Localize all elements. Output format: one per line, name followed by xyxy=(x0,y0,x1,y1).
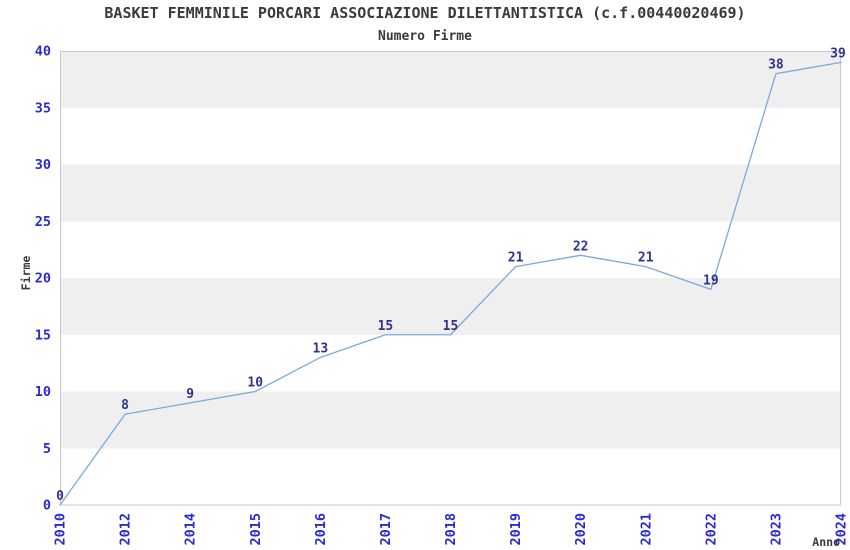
series-line-group xyxy=(59,61,842,506)
data-label: 38 xyxy=(768,58,784,73)
x-tick-label: 2019 xyxy=(508,513,524,546)
x-tick-label: 2020 xyxy=(573,513,589,546)
data-label: 21 xyxy=(508,251,524,266)
x-tick-label: 2014 xyxy=(183,513,199,546)
data-label: 10 xyxy=(247,376,263,391)
plot-band xyxy=(60,391,841,449)
y-axis-tick-labels: 0 5 10 15 20 25 30 35 40 xyxy=(35,44,51,514)
data-point-labels: 0 8 9 10 13 15 15 21 22 21 19 38 39 xyxy=(56,46,846,504)
data-label: 15 xyxy=(378,319,394,334)
chart-title: BASKET FEMMINILE PORCARI ASSOCIAZIONE DI… xyxy=(104,4,745,22)
x-tick-label: 2015 xyxy=(248,513,264,546)
y-axis-title: Firme xyxy=(19,256,33,291)
x-axis-tick-labels: 2010 2012 2014 2015 2016 2017 2018 2019 2020 2021… xyxy=(53,513,850,546)
x-tick-label: 2022 xyxy=(703,513,719,546)
y-tick-label: 10 xyxy=(35,384,51,400)
plot-background-bands xyxy=(60,51,841,449)
x-tick-label: 2018 xyxy=(443,513,459,546)
data-label: 15 xyxy=(443,319,459,334)
y-tick-label: 25 xyxy=(35,214,51,230)
y-tick-label: 20 xyxy=(35,271,51,287)
y-tick-label: 0 xyxy=(43,498,51,514)
data-label: 9 xyxy=(186,387,194,402)
data-label: 8 xyxy=(121,398,129,413)
series-line xyxy=(59,61,842,506)
y-tick-label: 35 xyxy=(35,100,51,116)
x-tick-label: 2010 xyxy=(53,513,69,546)
x-tick-label: 2017 xyxy=(378,513,394,546)
plot-border xyxy=(60,51,841,506)
x-tick-label: 2016 xyxy=(313,513,329,546)
data-label: 21 xyxy=(638,251,654,266)
plot-band xyxy=(60,164,841,222)
x-axis-title: Anno xyxy=(812,535,840,549)
data-label: 39 xyxy=(830,46,846,61)
data-label: 22 xyxy=(573,239,589,254)
y-tick-label: 40 xyxy=(35,44,51,60)
x-tick-label: 2012 xyxy=(118,513,134,546)
x-tick-label: 2024 xyxy=(834,513,850,546)
y-tick-label: 30 xyxy=(35,157,51,173)
data-label: 19 xyxy=(703,273,719,288)
y-tick-label: 15 xyxy=(35,327,51,343)
x-tick-label: 2021 xyxy=(638,513,654,546)
data-label: 0 xyxy=(56,489,64,504)
y-tick-label: 5 xyxy=(43,441,51,457)
plot-band xyxy=(60,51,841,108)
data-label: 13 xyxy=(313,341,329,356)
chart-subtitle: Numero Firme xyxy=(378,29,472,44)
x-tick-label: 2023 xyxy=(768,513,784,546)
